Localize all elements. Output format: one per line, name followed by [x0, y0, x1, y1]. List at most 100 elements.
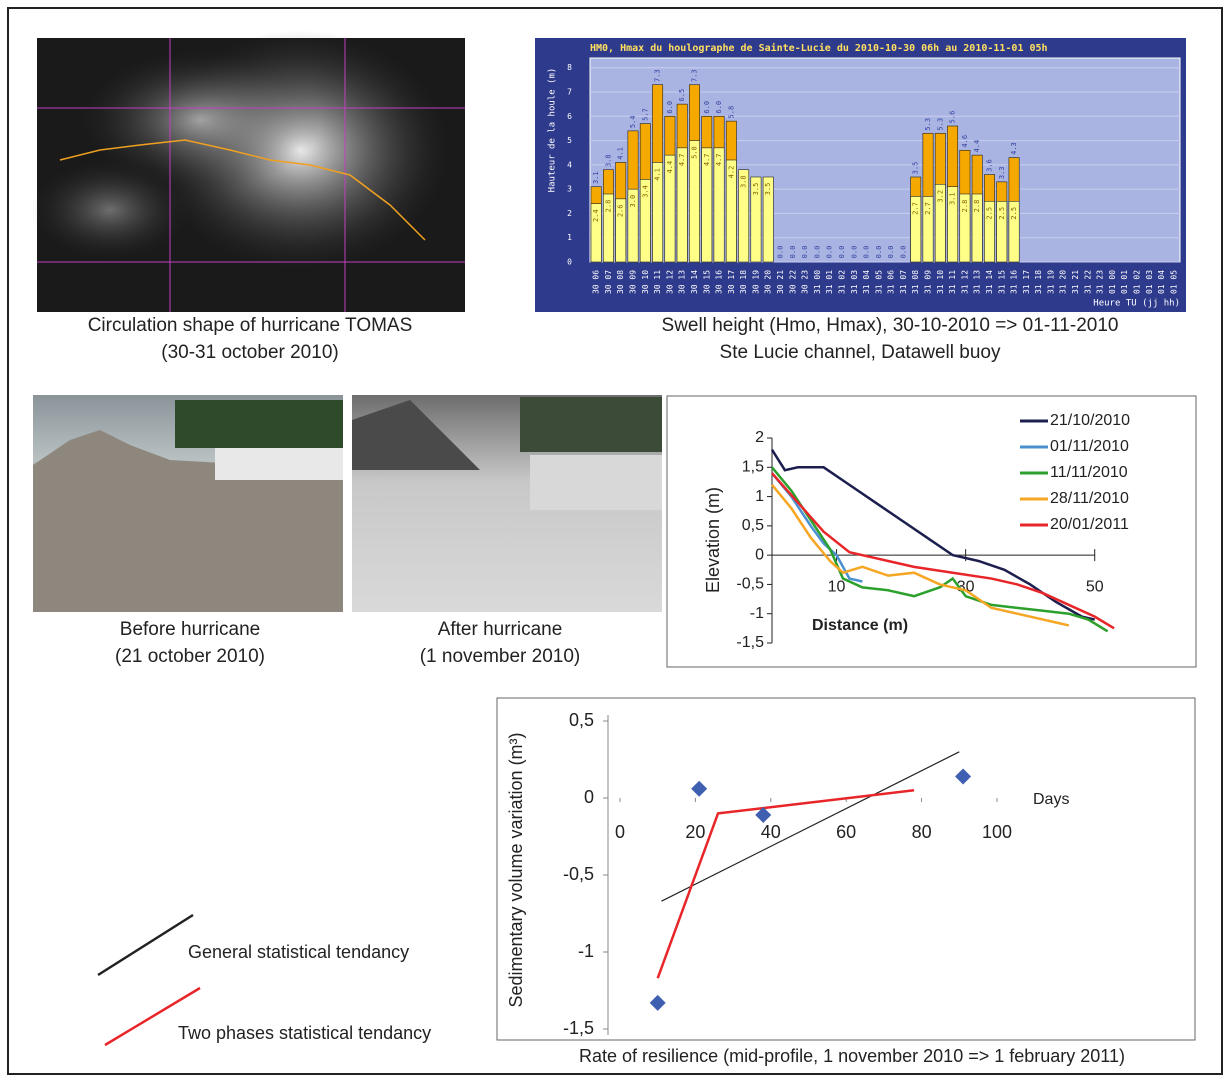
- chart-caption: Rate of resilience (mid-profile, 1 novem…: [579, 1046, 1125, 1066]
- x-tick-label: 30 06: [592, 270, 601, 294]
- x-tick-label: 100: [982, 822, 1012, 842]
- x-tick-label: 31 15: [997, 270, 1006, 294]
- y-tick-label: 0,5: [742, 517, 764, 534]
- x-tick-label: 30 21: [776, 270, 785, 294]
- x-tick-label: 31 21: [1071, 270, 1080, 294]
- y-tick-label: -1,5: [563, 1018, 594, 1038]
- data-label: 0.0: [777, 246, 785, 259]
- x-tick-label: 50: [1086, 578, 1104, 595]
- y-tick-label: 4: [567, 160, 572, 169]
- data-point: [691, 780, 708, 797]
- x-tick-label: 31 00: [813, 270, 822, 294]
- data-label: 3.5: [912, 162, 920, 175]
- x-axis-label: Days: [1033, 791, 1069, 808]
- y-tick-label: -0,5: [736, 576, 764, 593]
- data-label: 3.5: [764, 183, 772, 196]
- data-label: 3.2: [936, 190, 944, 203]
- data-label: 2.5: [1010, 207, 1018, 220]
- data-label: 4.2: [727, 166, 735, 179]
- x-tick-label: 30 13: [678, 270, 687, 294]
- data-label: 5.4: [629, 116, 637, 129]
- data-label: 6.0: [666, 101, 674, 114]
- bar: [984, 200, 995, 263]
- x-tick-label: 31 02: [837, 270, 846, 294]
- bar: [934, 183, 946, 263]
- data-label: 2.8: [961, 200, 969, 213]
- data-label: 4.4: [666, 161, 674, 174]
- x-tick-label: 31 03: [850, 270, 859, 294]
- data-label: 5.7: [641, 108, 649, 121]
- data-label: 2.5: [985, 207, 993, 220]
- y-tick-label: 0: [755, 546, 764, 563]
- legend-label: General statistical tendancy: [188, 942, 409, 962]
- caption: Swell height (Hmo, Hmax), 30-10-2010 => …: [662, 315, 1119, 336]
- photo-before: [33, 395, 343, 612]
- caption: Before hurricane: [120, 619, 260, 640]
- bar: [725, 159, 737, 263]
- profile-line: [771, 466, 1109, 633]
- data-label: 6.5: [678, 89, 686, 102]
- y-tick-label: 1,5: [742, 459, 764, 476]
- data-label: 0.0: [863, 246, 871, 259]
- x-tick-label: 31 18: [1034, 270, 1043, 294]
- x-tick-label: 31 12: [960, 270, 969, 294]
- legend-swatch: [97, 913, 194, 977]
- y-tick-label: -1,5: [736, 634, 764, 651]
- bar: [738, 169, 750, 263]
- bar: [689, 140, 700, 263]
- x-tick-label: 30 07: [604, 270, 613, 294]
- y-tick-label: 7: [567, 88, 572, 97]
- x-tick-label: 31 05: [874, 270, 883, 294]
- resilience-frame: [496, 697, 1196, 1041]
- data-label: 5.3: [936, 118, 944, 131]
- x-tick-label: 30 23: [801, 270, 810, 294]
- data-label: 3.0: [629, 195, 637, 208]
- y-tick-label: 2: [567, 209, 572, 218]
- x-tick-label: 31 20: [1059, 270, 1068, 294]
- data-point: [649, 994, 666, 1011]
- data-point: [955, 768, 972, 785]
- data-label: 0.0: [789, 246, 797, 259]
- x-tick-label: 30 12: [665, 270, 674, 294]
- x-tick-label: 10: [828, 578, 846, 595]
- y-tick-label: 6: [567, 112, 572, 121]
- x-tick-label: 31 22: [1083, 270, 1092, 294]
- x-tick-label: 30 17: [727, 270, 736, 294]
- bar: [639, 179, 651, 263]
- data-label: 4.7: [678, 154, 686, 167]
- data-label: 4.1: [654, 168, 662, 181]
- data-label: 3.1: [949, 192, 957, 205]
- caption: (30-31 october 2010): [161, 342, 338, 363]
- bar: [762, 176, 774, 263]
- data-label: 0.0: [899, 246, 907, 259]
- data-label: 6.0: [715, 101, 723, 114]
- data-label: 0.0: [887, 246, 895, 259]
- chart-title: HM0, Hmax du houlographe de Sainte-Lucie…: [590, 42, 1048, 54]
- x-tick-label: 0: [615, 822, 625, 842]
- data-label: 0.0: [826, 246, 834, 259]
- y-axis-label: Elevation (m): [703, 487, 723, 593]
- x-tick-label: 01 02: [1132, 270, 1141, 294]
- x-tick-label: 30 19: [751, 270, 760, 294]
- y-tick-label: -1: [750, 605, 764, 622]
- data-label: 3.1: [592, 171, 600, 184]
- legend-swatch: [104, 986, 201, 1047]
- data-label: 2.8: [604, 200, 612, 213]
- x-tick-label: 31 13: [973, 270, 982, 294]
- data-label: 2.7: [924, 202, 932, 215]
- bar: [1008, 200, 1020, 263]
- data-label: 2.6: [617, 205, 625, 218]
- frame: [7, 7, 1223, 1075]
- bar: [713, 147, 725, 263]
- y-tick-label: 3: [567, 185, 572, 194]
- data-label: 2.8: [973, 200, 981, 213]
- x-tick-label: 20: [685, 822, 705, 842]
- legend-label: 28/11/2010: [1050, 490, 1129, 507]
- data-label: 4.7: [703, 154, 711, 167]
- data-label: 3.6: [985, 159, 993, 172]
- caption: Circulation shape of hurricane TOMAS: [88, 315, 413, 336]
- data-label: 7.3: [690, 69, 698, 82]
- bar: [910, 196, 922, 263]
- y-tick-label: -1: [578, 941, 594, 961]
- data-label: 2.4: [592, 209, 600, 222]
